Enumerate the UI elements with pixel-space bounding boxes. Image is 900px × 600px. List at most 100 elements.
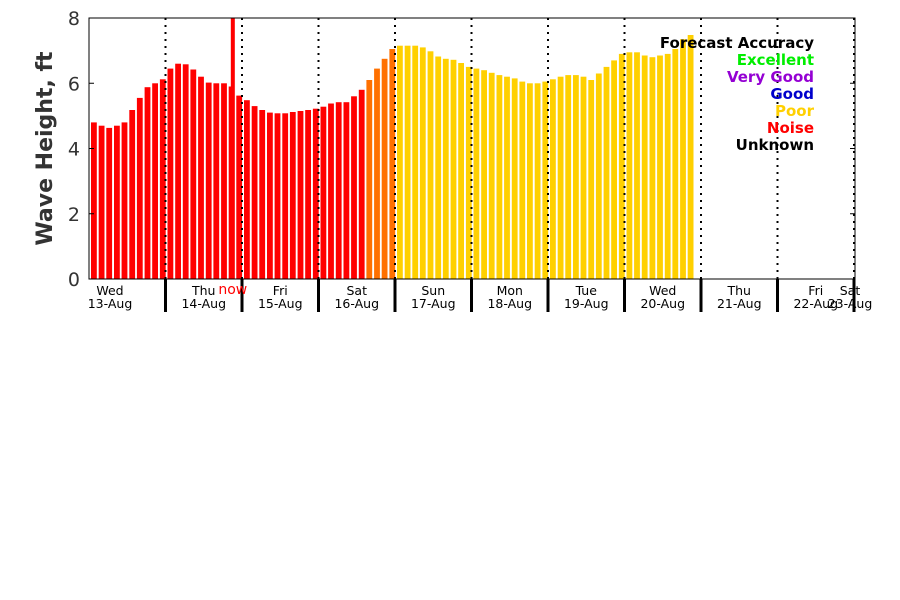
bar bbox=[213, 83, 220, 280]
bar bbox=[221, 83, 227, 280]
bar bbox=[167, 68, 174, 279]
bar bbox=[236, 95, 243, 279]
bar bbox=[634, 52, 640, 279]
bar bbox=[136, 97, 143, 280]
day-label-dow: Fri bbox=[808, 283, 823, 298]
day-label-date: 18-Aug bbox=[487, 296, 532, 311]
day-label-date: 17-Aug bbox=[411, 296, 456, 311]
bar bbox=[657, 55, 663, 279]
bar bbox=[121, 122, 128, 280]
bar bbox=[129, 110, 136, 279]
bar bbox=[550, 79, 556, 279]
bar bbox=[442, 58, 449, 279]
bar bbox=[198, 76, 204, 279]
bar bbox=[618, 53, 625, 280]
bar bbox=[427, 51, 434, 279]
bar bbox=[511, 78, 518, 280]
bar bbox=[358, 89, 365, 279]
bar bbox=[144, 87, 151, 279]
day-label-dow: Sat bbox=[347, 283, 368, 298]
legend-title: Forecast Accuracy bbox=[660, 34, 814, 52]
bar bbox=[588, 80, 595, 279]
day-label-date: 20-Aug bbox=[640, 296, 685, 311]
bar bbox=[343, 102, 350, 279]
bar bbox=[175, 63, 181, 280]
bar bbox=[98, 125, 105, 279]
bar bbox=[114, 125, 120, 279]
now-label: now bbox=[218, 282, 247, 298]
bar bbox=[381, 58, 388, 279]
day-label-dow: Fri bbox=[273, 283, 288, 298]
day-label-dow: Mon bbox=[497, 283, 523, 298]
day-label-dow: Sun bbox=[421, 283, 445, 298]
bar bbox=[182, 64, 189, 279]
day-label-dow: Thu bbox=[191, 283, 215, 298]
bar bbox=[573, 75, 579, 279]
bar bbox=[488, 72, 495, 279]
bar bbox=[465, 66, 472, 280]
bar bbox=[297, 111, 304, 279]
legend-item-good: Good bbox=[770, 85, 814, 103]
bar bbox=[397, 45, 403, 280]
bar bbox=[389, 49, 396, 279]
bar bbox=[320, 106, 327, 279]
bar bbox=[152, 83, 158, 280]
bar bbox=[374, 68, 380, 279]
bar bbox=[473, 68, 480, 279]
y-tick-label: 6 bbox=[68, 73, 80, 95]
bar bbox=[267, 112, 273, 279]
day-label-date: 22-Aug bbox=[793, 296, 838, 311]
bar bbox=[282, 113, 289, 279]
bar bbox=[687, 35, 694, 279]
bar bbox=[190, 69, 197, 279]
day-label-dow: Wed bbox=[96, 283, 123, 298]
bar bbox=[664, 53, 671, 280]
day-label-date: 15-Aug bbox=[258, 296, 303, 311]
legend-item-very-good: Very Good bbox=[727, 68, 814, 86]
bar bbox=[542, 81, 549, 279]
bar bbox=[335, 102, 342, 279]
bar bbox=[458, 63, 464, 279]
legend-item-unknown: Unknown bbox=[736, 136, 814, 154]
bar bbox=[328, 103, 334, 279]
bar bbox=[312, 108, 319, 279]
bar bbox=[603, 66, 610, 280]
bar bbox=[205, 82, 212, 279]
day-label-date: 16-Aug bbox=[334, 296, 379, 311]
bar bbox=[534, 83, 541, 280]
day-label-dow: Tue bbox=[575, 283, 598, 298]
bar bbox=[244, 100, 250, 279]
bar bbox=[565, 75, 572, 279]
bar bbox=[289, 112, 296, 279]
bar bbox=[580, 76, 587, 279]
bar bbox=[504, 76, 510, 279]
bar bbox=[106, 127, 113, 280]
bar bbox=[159, 79, 166, 279]
bar bbox=[611, 60, 617, 280]
bar bbox=[519, 81, 526, 279]
legend-item-poor: Poor bbox=[775, 102, 815, 120]
y-tick-label: 4 bbox=[68, 139, 80, 161]
bar bbox=[274, 113, 281, 279]
day-label-date: 13-Aug bbox=[88, 296, 133, 311]
y-tick-label: 0 bbox=[68, 269, 80, 291]
bar bbox=[481, 70, 487, 279]
bar bbox=[305, 110, 311, 279]
bar bbox=[450, 59, 457, 279]
y-axis-label: Wave Height, ft bbox=[33, 51, 58, 246]
bar bbox=[672, 49, 679, 279]
legend-item-noise: Noise bbox=[767, 119, 814, 137]
bar bbox=[259, 110, 266, 279]
bar bbox=[680, 39, 686, 280]
bar bbox=[91, 122, 97, 280]
bar bbox=[404, 45, 411, 280]
day-label-date: 23-Aug bbox=[828, 296, 873, 311]
day-label-date: 21-Aug bbox=[717, 296, 762, 311]
bar bbox=[626, 52, 633, 279]
bar bbox=[419, 47, 426, 280]
legend-item-excellent: Excellent bbox=[737, 51, 814, 69]
bar bbox=[351, 96, 357, 279]
day-label-dow: Sat bbox=[840, 283, 861, 298]
day-label-dow: Wed bbox=[649, 283, 676, 298]
